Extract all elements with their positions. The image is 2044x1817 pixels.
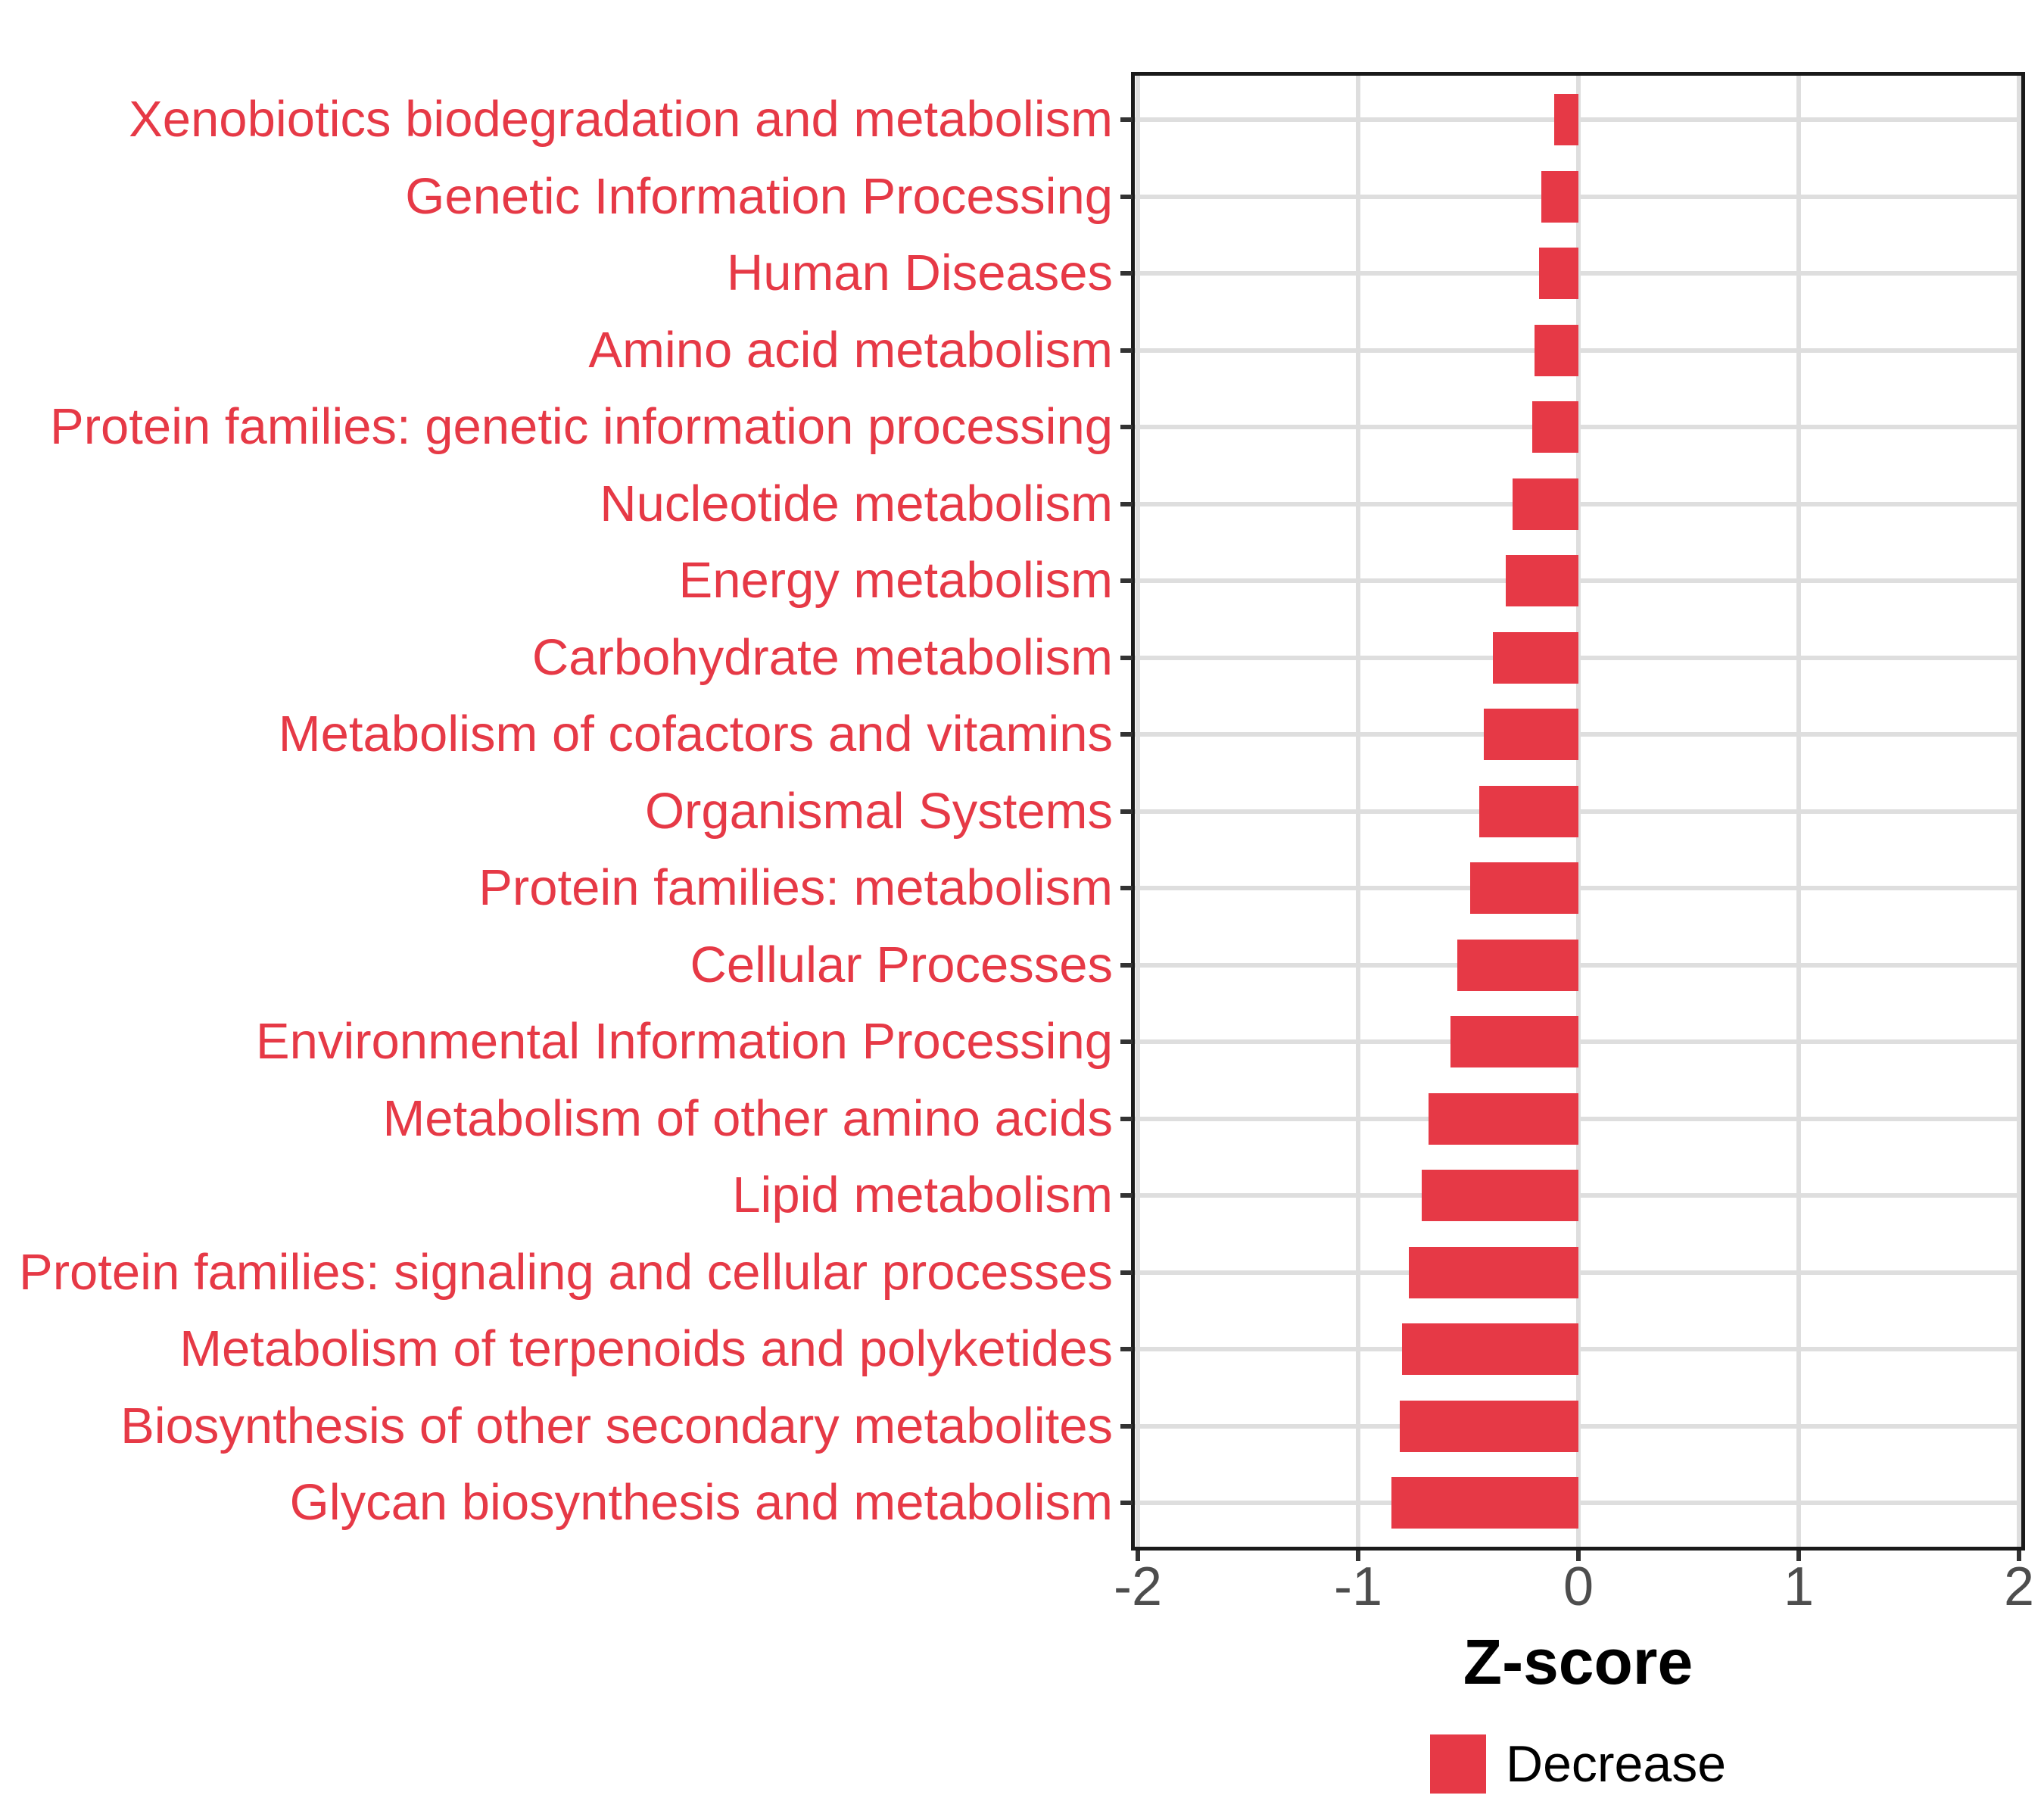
bar bbox=[1391, 1477, 1578, 1529]
y-tick bbox=[1120, 117, 1133, 122]
category-label: Lipid metabolism bbox=[732, 1167, 1113, 1223]
y-tick bbox=[1120, 1501, 1133, 1505]
category-label: Xenobiotics biodegradation and metabolis… bbox=[129, 91, 1113, 148]
bar bbox=[1531, 401, 1578, 453]
y-tick bbox=[1120, 1116, 1133, 1121]
bar bbox=[1541, 170, 1578, 223]
category-label: Human Diseases bbox=[726, 245, 1113, 301]
category-label: Metabolism of terpenoids and polyketides bbox=[179, 1320, 1113, 1377]
plot-panel bbox=[1131, 72, 2025, 1551]
y-tick bbox=[1120, 1270, 1133, 1275]
legend: Decrease bbox=[1131, 1730, 2025, 1798]
x-tick bbox=[1796, 1551, 1801, 1561]
bar bbox=[1422, 1170, 1578, 1221]
y-tick bbox=[1120, 578, 1133, 583]
bar bbox=[1505, 555, 1578, 606]
category-label: Nucleotide metabolism bbox=[600, 475, 1113, 532]
bar bbox=[1483, 709, 1578, 760]
bar bbox=[1457, 939, 1578, 991]
category-label: Carbohydrate metabolism bbox=[531, 628, 1113, 686]
y-tick bbox=[1120, 271, 1133, 276]
bar bbox=[1408, 1246, 1578, 1298]
category-label: Glycan biosynthesis and metabolism bbox=[289, 1474, 1113, 1531]
y-tick bbox=[1120, 501, 1133, 506]
category-label: Energy metabolism bbox=[678, 552, 1113, 609]
category-label: Genetic Information Processing bbox=[405, 167, 1113, 225]
y-tick bbox=[1120, 425, 1133, 429]
legend-key-decrease bbox=[1429, 1734, 1486, 1794]
category-label: Protein families: signaling and cellular… bbox=[19, 1243, 1113, 1301]
y-tick bbox=[1120, 655, 1133, 660]
category-label: Cellular Processes bbox=[690, 936, 1113, 993]
x-tick-label: 2 bbox=[2003, 1557, 2035, 1617]
y-tick bbox=[1120, 1347, 1133, 1351]
y-tick bbox=[1120, 809, 1133, 814]
bar bbox=[1492, 631, 1578, 684]
x-tick bbox=[1136, 1551, 1140, 1561]
category-label: Organismal Systems bbox=[644, 782, 1113, 840]
y-tick bbox=[1120, 1193, 1133, 1198]
category-label: Biosynthesis of other secondary metaboli… bbox=[120, 1397, 1113, 1454]
y-tick bbox=[1120, 886, 1133, 890]
x-tick bbox=[1356, 1551, 1360, 1561]
y-tick bbox=[1120, 348, 1133, 353]
y-tick bbox=[1120, 194, 1133, 199]
y-tick bbox=[1120, 1039, 1133, 1044]
category-label: Amino acid metabolism bbox=[588, 321, 1113, 379]
x-axis-title: Z-score bbox=[1463, 1626, 1693, 1697]
category-label: Protein families: genetic information pr… bbox=[50, 398, 1113, 455]
x-tick bbox=[1576, 1551, 1581, 1561]
bar bbox=[1512, 478, 1578, 530]
bar bbox=[1429, 1092, 1578, 1145]
legend-label-decrease: Decrease bbox=[1505, 1735, 1727, 1793]
category-label: Protein families: metabolism bbox=[478, 859, 1113, 916]
bar bbox=[1479, 785, 1578, 837]
bar bbox=[1400, 1400, 1578, 1452]
bar bbox=[1534, 324, 1578, 376]
y-tick bbox=[1120, 732, 1133, 737]
x-tick-label: -2 bbox=[1113, 1557, 1163, 1617]
bar bbox=[1553, 94, 1578, 145]
category-label: Metabolism of cofactors and vitamins bbox=[278, 706, 1113, 762]
bar bbox=[1538, 248, 1578, 299]
category-label: Metabolism of other amino acids bbox=[382, 1089, 1114, 1147]
bar bbox=[1402, 1323, 1578, 1375]
y-tick bbox=[1120, 1423, 1133, 1429]
category-label: Environmental Information Processing bbox=[255, 1013, 1113, 1070]
x-tick-label: 0 bbox=[1563, 1557, 1594, 1617]
x-tick-label: -1 bbox=[1333, 1557, 1383, 1617]
x-tick bbox=[2017, 1551, 2021, 1561]
bar bbox=[1450, 1016, 1578, 1067]
bar bbox=[1470, 862, 1578, 914]
x-tick-label: 1 bbox=[1783, 1557, 1815, 1617]
y-tick bbox=[1120, 962, 1133, 968]
